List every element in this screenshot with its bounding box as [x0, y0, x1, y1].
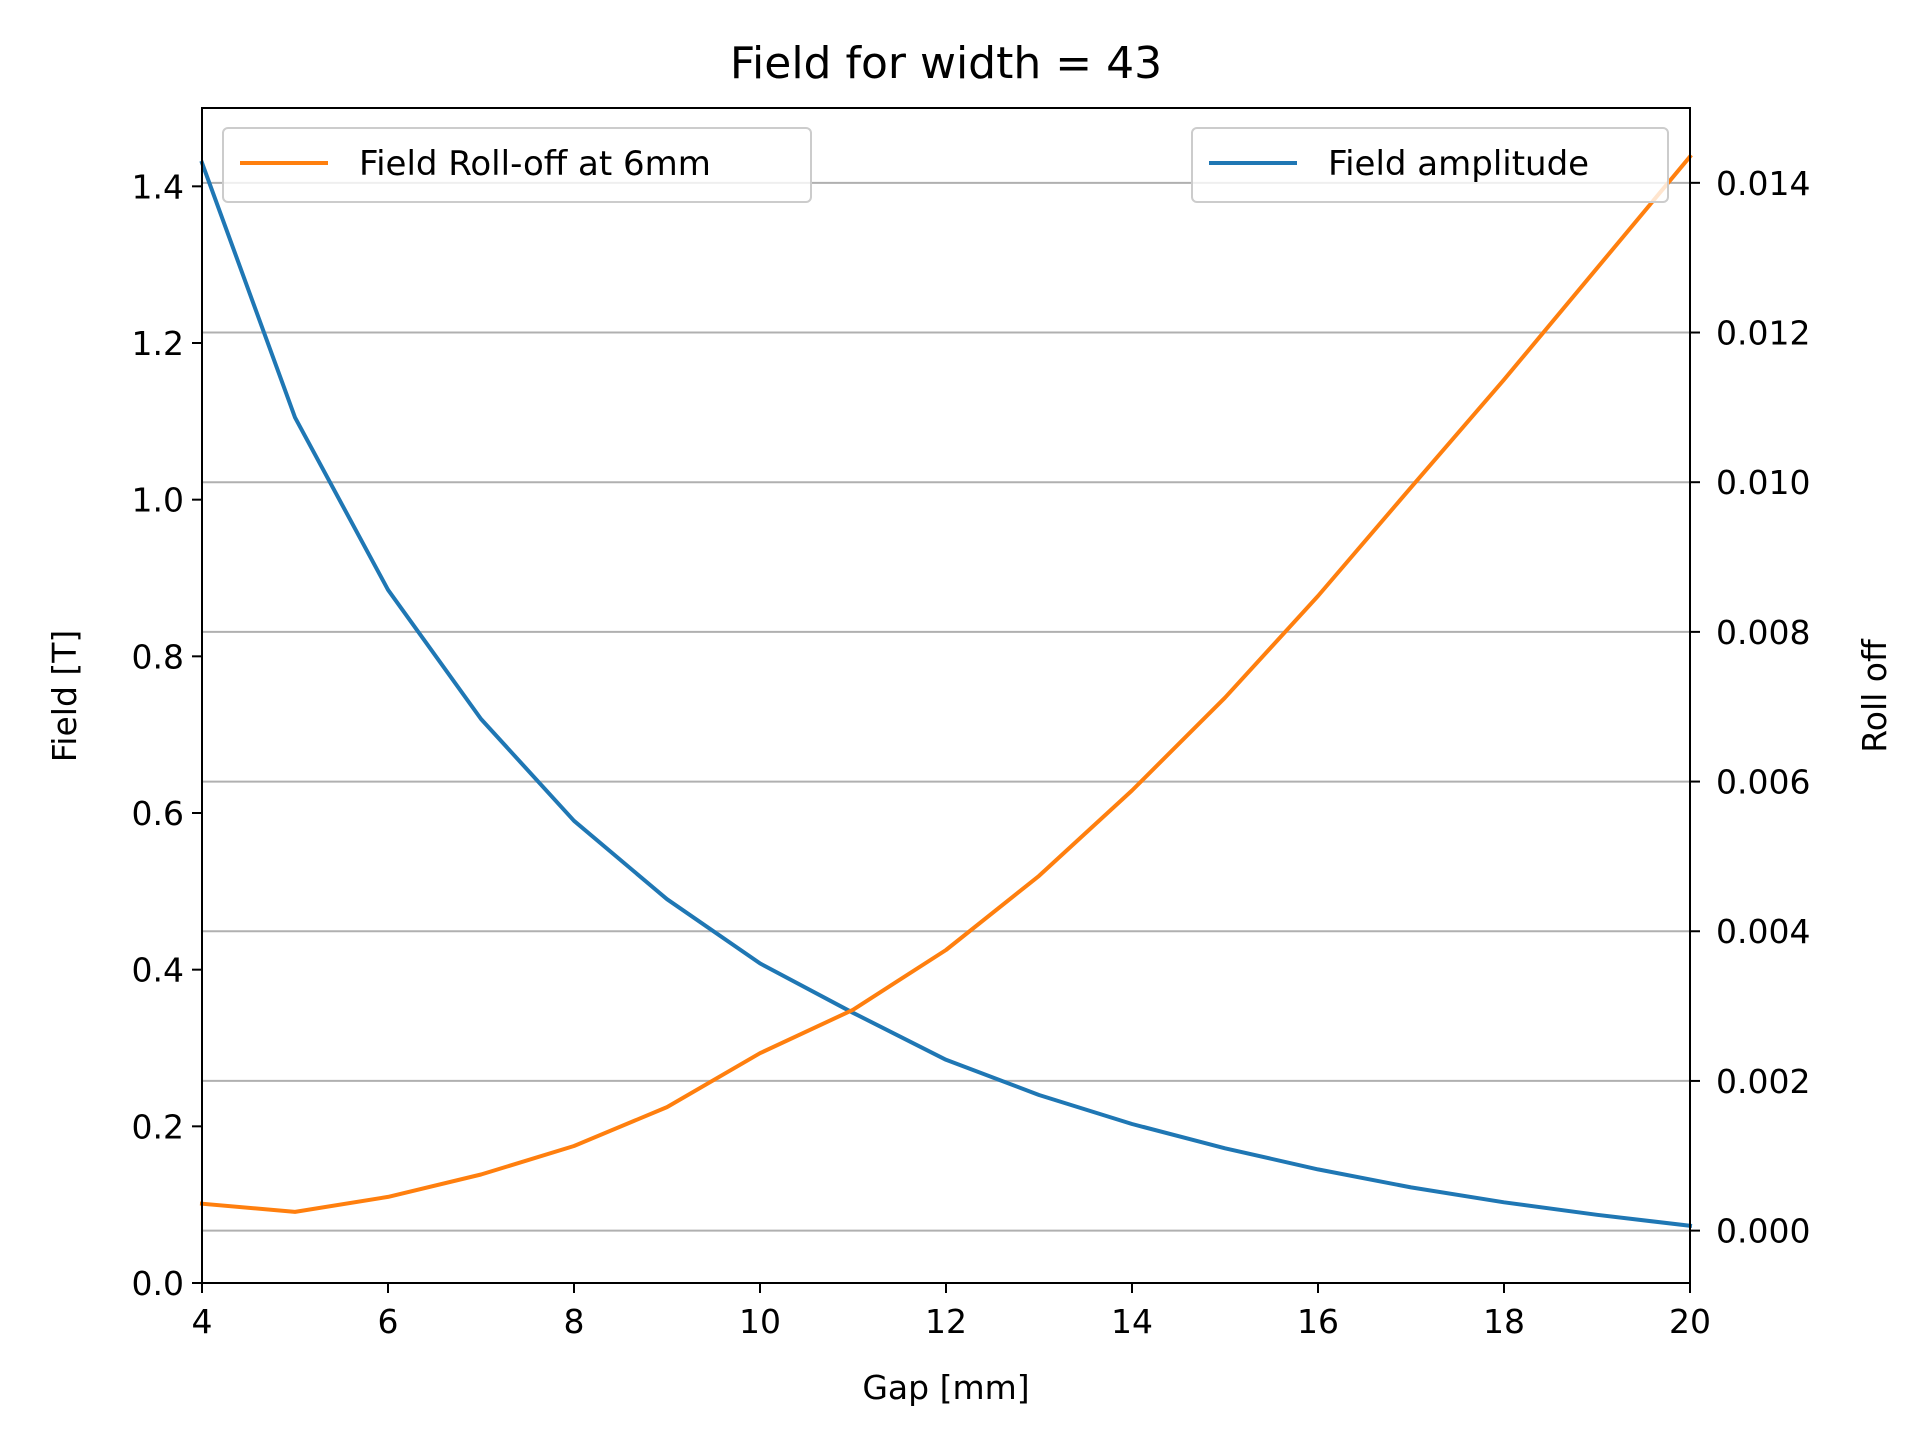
x-tick-label: 20	[1669, 1302, 1711, 1341]
y-tick-label: 0.0	[132, 1264, 184, 1303]
y-right-tick-label: 0.010	[1716, 463, 1810, 502]
y-axis-label: Field [T]	[45, 630, 84, 763]
x-axis-label: Gap [mm]	[862, 1368, 1029, 1407]
legend-roll-off: Field Roll-off at 6mm	[222, 127, 812, 203]
y-tick-label: 0.4	[132, 951, 184, 990]
left-y-axis: 0.0 0.2 0.4 0.6 0.8 1.0 1.2 1.4	[132, 167, 202, 1303]
y-right-tick-label: 0.012	[1716, 314, 1810, 353]
y-tick-label: 1.0	[132, 481, 184, 520]
x-axis: 4 6 8 10 12 14 16 18 20	[192, 1283, 1711, 1341]
right-y-axis: 0.000 0.002 0.004 0.006 0.008 0.010 0.012 0.014	[1690, 164, 1810, 1251]
y-right-tick-label: 0.002	[1716, 1062, 1810, 1101]
x-tick-label: 8	[564, 1302, 585, 1341]
legend-roll-off-label: Field Roll-off at 6mm	[359, 144, 711, 184]
y-right-tick-label: 0.000	[1716, 1212, 1810, 1251]
series-layer	[199, 153, 1693, 1229]
legend-field-amplitude-box	[1191, 127, 1669, 203]
y-right-tick-label: 0.014	[1716, 164, 1810, 203]
x-tick-label: 12	[925, 1302, 967, 1341]
x-tick-label: 18	[1483, 1302, 1525, 1341]
y-right-axis-label: Roll off	[1855, 638, 1894, 753]
x-tick-label: 10	[739, 1302, 781, 1341]
y-tick-label: 1.4	[132, 167, 184, 206]
x-tick-label: 16	[1297, 1302, 1339, 1341]
series-line-field-amplitude	[199, 160, 1693, 1229]
legend-field-amplitude-label: Field amplitude	[1328, 144, 1589, 184]
x-tick-label: 14	[1111, 1302, 1153, 1341]
y-tick-label: 0.8	[132, 637, 184, 676]
y-right-tick-label: 0.008	[1716, 613, 1810, 652]
y-tick-label: 0.6	[132, 794, 184, 833]
y-right-tick-label: 0.006	[1716, 763, 1810, 802]
y-tick-label: 1.2	[132, 324, 184, 363]
y-right-tick-label: 0.004	[1716, 912, 1810, 951]
x-tick-label: 6	[378, 1302, 399, 1341]
grid	[202, 181, 1690, 1232]
x-tick-label: 4	[192, 1302, 213, 1341]
legend-field-amplitude: Field amplitude	[1191, 127, 1669, 203]
legend-roll-off-box	[222, 127, 812, 203]
series-line-roll-off	[199, 153, 1693, 1214]
chart-title: Field for width = 43	[730, 38, 1162, 89]
y-tick-label: 0.2	[132, 1107, 184, 1146]
